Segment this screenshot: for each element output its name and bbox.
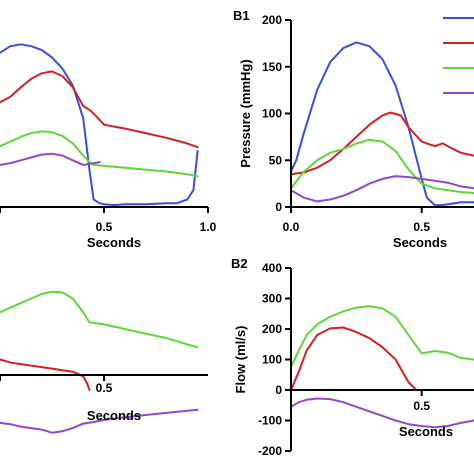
legend: [443, 17, 474, 94]
series-line-a1-2: [0, 130, 199, 178]
y-tick-label-b2: -200: [258, 444, 282, 458]
y-tick-label-b2: 400: [262, 261, 282, 275]
y-tick-label-b2: 100: [262, 353, 282, 367]
x-tick-label-a1: 0.5: [96, 220, 113, 234]
y-tick-label-b1: 150: [262, 60, 282, 74]
series-line-a2-2: [0, 408, 199, 434]
x-axis-label-b1: Seconds: [393, 235, 447, 250]
panel-label-b1: B1: [233, 8, 250, 23]
series-line-a1-1: [0, 70, 199, 149]
series-line-b1-0: [290, 41, 474, 207]
series-line-b2-0: [290, 305, 474, 369]
y-tick-label-b1: 50: [269, 153, 283, 167]
x-tick-label-a1: 1.0: [200, 220, 217, 234]
y-tick-label-b2: 300: [262, 292, 282, 306]
panel-label-b2: B2: [231, 256, 248, 271]
y-tick-label-b2: -100: [258, 414, 282, 428]
series-line-b2-1: [290, 326, 474, 391]
y-tick-label-b1: 200: [262, 13, 282, 27]
y-axis-label-b1: Pressure (mmHg): [238, 59, 253, 167]
y-tick-label-b2: 200: [262, 322, 282, 336]
series-line-a2-0: [0, 290, 199, 349]
chart-panel-b2: 0.5 Seconds -200 -100 0 100 200 300 400 Flow (ml/…: [231, 256, 474, 458]
x-axis-label-b2: Seconds: [399, 424, 453, 439]
x-tick-label-a2: 0.5: [96, 381, 113, 395]
x-tick-label-b1: 0.5: [413, 220, 430, 234]
chart-panel-a1: 0.5 1.0 Seconds: [0, 43, 217, 250]
series-line-a1-0: [0, 43, 199, 207]
chart-panel-a2: 0.5 Seconds: [0, 290, 208, 434]
x-axis-label-a2: Seconds: [87, 408, 141, 423]
x-tick-label-b1: 0.0: [283, 220, 300, 234]
y-tick-label-b1: 0: [275, 200, 282, 214]
series-line-b1-1: [290, 111, 474, 176]
series-line-b1-3: [290, 175, 474, 203]
x-tick-label-b2: 0.5: [413, 399, 430, 413]
series-line-b2-2: [290, 397, 474, 429]
x-axis-label-a1: Seconds: [87, 235, 141, 250]
y-tick-label-b1: 100: [262, 107, 282, 121]
y-axis-label-b2: Flow (ml/s): [233, 326, 248, 394]
y-tick-label-b2: 0: [275, 383, 282, 397]
series-line-a1-3: [0, 152, 101, 166]
series-line-a2-1: [0, 358, 91, 391]
series-line-b1-2: [290, 138, 474, 194]
